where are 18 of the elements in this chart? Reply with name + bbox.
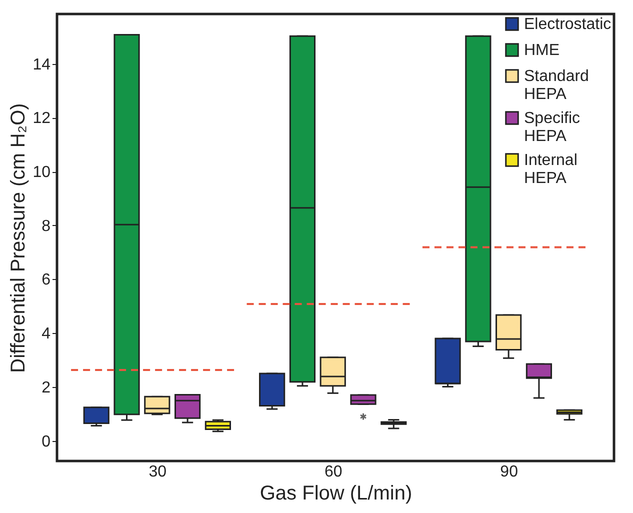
legend-label: HME (524, 42, 560, 59)
x-tick-label: 90 (500, 464, 518, 480)
legend-label: Standard HEPA (524, 68, 589, 103)
x-tick-label: 30 (148, 464, 167, 480)
legend-label: Specific HEPA (524, 110, 580, 145)
legend-label: Internal HEPA (524, 152, 578, 187)
y-axis-title: Differential Pressure (cm H₂O) (8, 103, 30, 373)
y-tick-label: 12 (32, 110, 51, 128)
x-tick-label: 60 (324, 464, 342, 480)
legend-label: Electrostatic (524, 16, 612, 33)
y-tick-label: 6 (42, 272, 51, 289)
y-tick-label: 4 (42, 326, 51, 343)
y-tick-label: 8 (42, 218, 51, 235)
y-tick-label: 0 (42, 433, 51, 450)
y-tick-label: 10 (32, 164, 51, 182)
y-tick-label: 14 (32, 56, 51, 74)
y-tick-label: 2 (42, 379, 51, 396)
x-axis-title: Gas Flow (L/min) (260, 482, 412, 504)
